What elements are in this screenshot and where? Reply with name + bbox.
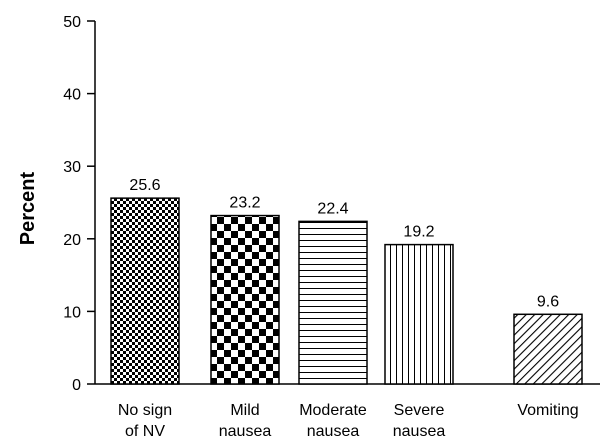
bar <box>210 214 280 385</box>
x-tick-label: nausea <box>307 423 360 440</box>
y-axis-title: Percent <box>17 171 39 245</box>
bar <box>384 243 454 385</box>
bar-value-label: 9.6 <box>537 293 559 310</box>
bar-value-label: 25.6 <box>129 177 160 194</box>
bar <box>513 313 583 385</box>
bar <box>110 197 180 385</box>
labels: Percent 25.6 No sign of NV 23.2 Mild nausea 22.… <box>17 171 579 440</box>
bar-value-label: 22.4 <box>317 200 348 217</box>
y-tick-label: 50 <box>63 14 81 31</box>
x-tick-label: Vomiting <box>517 402 578 419</box>
y-tick-label: 40 <box>63 87 81 104</box>
x-tick-label: No sign <box>118 402 172 419</box>
x-tick-label: nausea <box>393 423 446 440</box>
x-tick-label: Moderate <box>299 402 367 419</box>
y-tick-label: 0 <box>72 377 81 394</box>
x-tick-label: Mild <box>230 402 259 419</box>
x-tick-label: of NV <box>125 423 165 440</box>
bars <box>110 197 583 385</box>
y-tick-label: 10 <box>63 304 81 321</box>
bar-value-label: 19.2 <box>403 224 434 241</box>
x-tick-label: Severe <box>394 402 445 419</box>
bar <box>298 220 368 385</box>
y-tick-label: 30 <box>63 159 81 176</box>
y-tick-label: 20 <box>63 232 81 249</box>
bar-value-label: 23.2 <box>229 195 260 212</box>
x-tick-label: nausea <box>219 423 272 440</box>
